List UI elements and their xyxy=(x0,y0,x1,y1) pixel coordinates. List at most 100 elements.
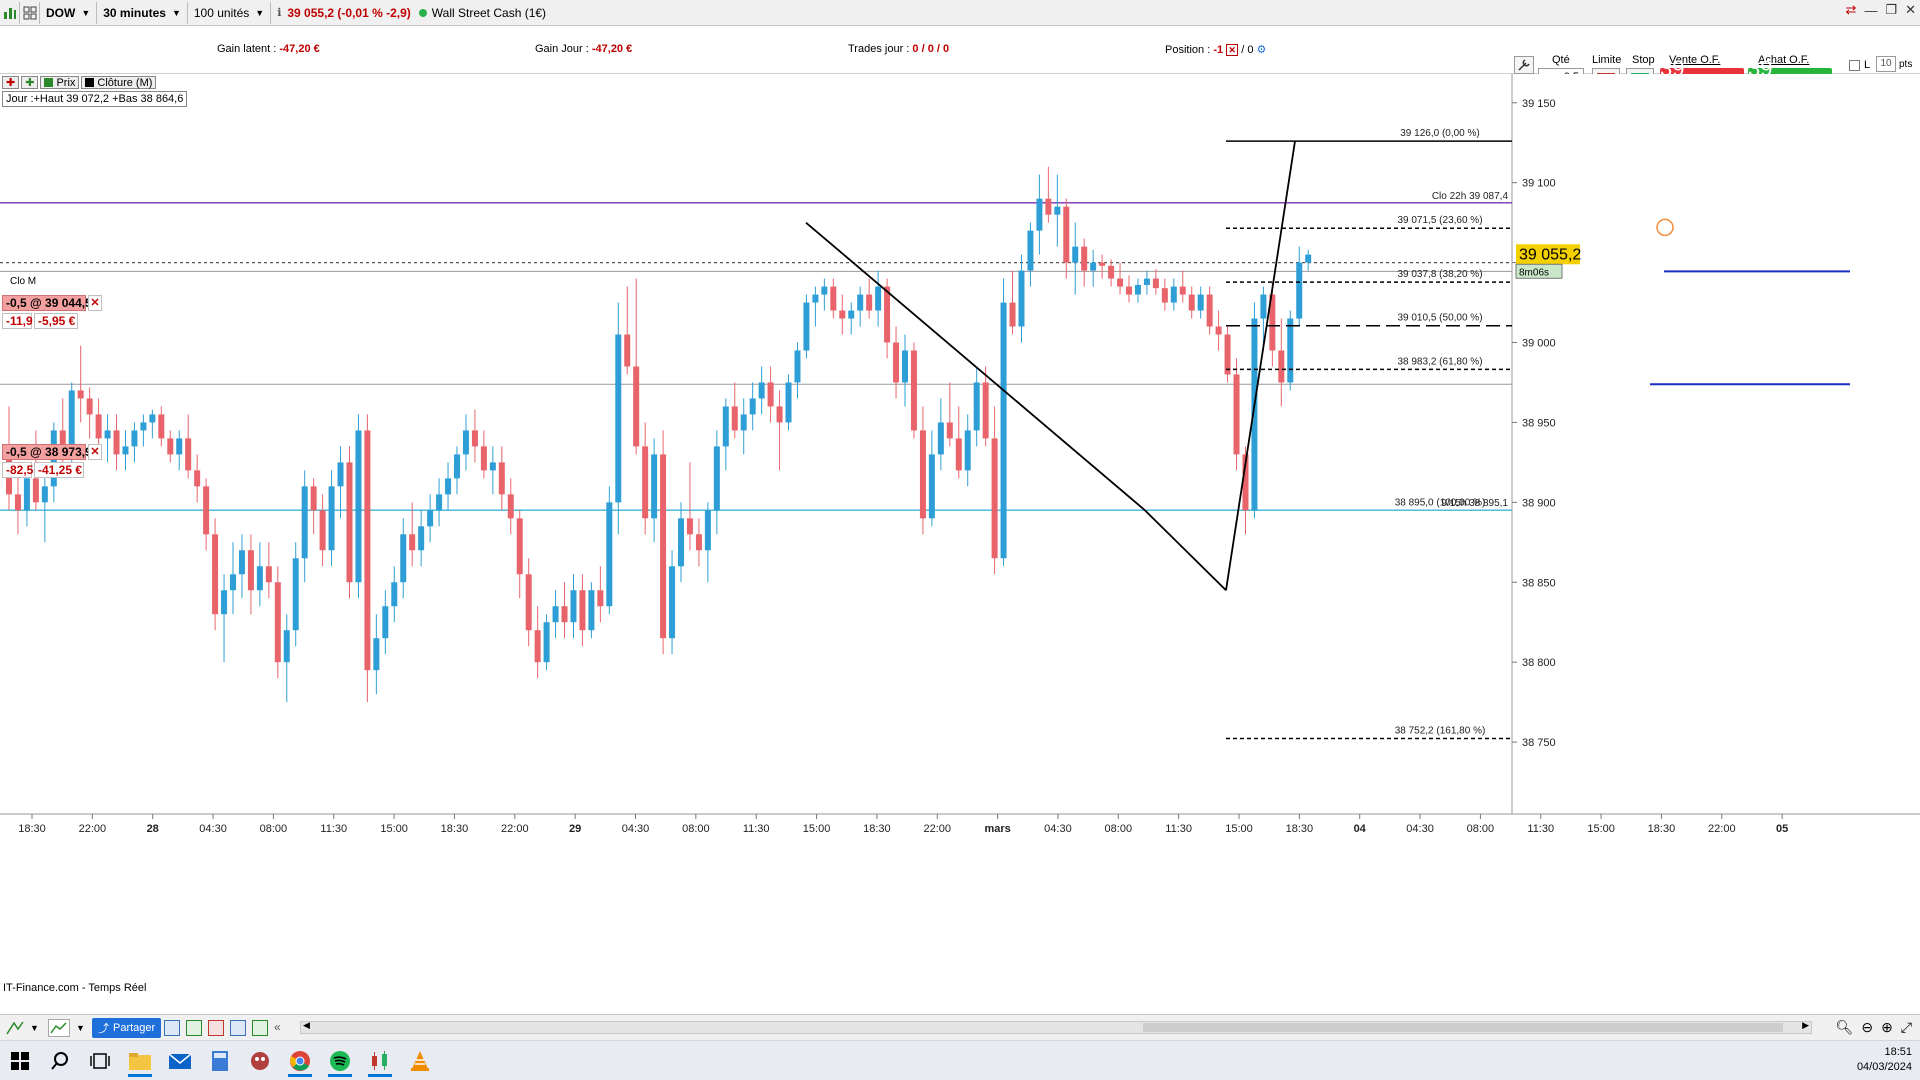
fib-label: 39 071,5 (23,60 %) xyxy=(1397,215,1482,226)
timeframe-selector[interactable]: 30 minutes ▼ xyxy=(97,1,188,24)
chevron-down-icon[interactable]: ▼ xyxy=(30,1023,39,1033)
candle-body xyxy=(498,462,505,495)
calculator-icon[interactable] xyxy=(200,1045,240,1077)
minimize-icon[interactable]: — xyxy=(1864,2,1878,18)
chart-type-icon[interactable] xyxy=(0,1,20,24)
trend-line xyxy=(805,221,1146,512)
task-view-icon[interactable] xyxy=(80,1045,120,1077)
scrollbar-thumb[interactable] xyxy=(1143,1023,1783,1032)
data-source-label: IT-Finance.com - Temps Réel xyxy=(3,982,147,994)
scroll-left-icon[interactable]: ◀ xyxy=(303,1020,310,1030)
status-dot-icon xyxy=(418,8,427,17)
candle-body xyxy=(14,494,21,511)
indicator-icon[interactable] xyxy=(48,1019,70,1037)
x-tick-label: 11:30 xyxy=(743,823,770,835)
scroll-right-icon[interactable]: ▶ xyxy=(1802,1020,1809,1030)
candle-body xyxy=(77,390,84,399)
close-icon[interactable]: ✕ xyxy=(1905,2,1916,17)
units-selector[interactable]: 100 unités ▼ xyxy=(188,1,272,24)
y-tick-label: 39 100 xyxy=(1522,178,1556,190)
info-icon[interactable]: ℹ xyxy=(277,7,282,19)
remove-indicator-icon[interactable]: ✚ xyxy=(2,76,20,89)
wrench-icon[interactable] xyxy=(1514,56,1534,74)
zoom-in-icon[interactable]: ⊕ xyxy=(1881,1019,1893,1035)
legend-close-label: Clôture (M) xyxy=(97,76,153,89)
candle-body xyxy=(686,518,693,535)
app-mascot-icon[interactable] xyxy=(240,1045,280,1077)
layers-icon[interactable] xyxy=(230,1020,246,1036)
draw-tool-icon[interactable] xyxy=(4,1019,26,1037)
candle-body xyxy=(346,462,353,583)
trades-jour: Trades jour : 0 / 0 / 0 xyxy=(848,43,949,55)
vlc-icon[interactable] xyxy=(400,1045,440,1077)
clock-date: 04/03/2024 xyxy=(1856,1061,1912,1073)
candle-body xyxy=(194,470,201,487)
candle-body xyxy=(328,486,335,551)
close-position-1-icon[interactable]: ✕ xyxy=(88,295,102,311)
candle-body xyxy=(1000,302,1007,559)
share-icon: ⤴ xyxy=(98,1023,109,1035)
share-button[interactable]: ⤴ Partager xyxy=(92,1018,162,1038)
legend-price[interactable]: Prix xyxy=(40,76,80,89)
search-icon[interactable] xyxy=(40,1045,80,1077)
compare-icon[interactable] xyxy=(186,1020,202,1036)
candle-body xyxy=(364,430,371,671)
add-indicator-icon[interactable]: ✚ xyxy=(21,76,39,89)
export-icon[interactable] xyxy=(252,1020,268,1036)
fullscreen-icon[interactable]: ⤢ xyxy=(1900,1019,1912,1035)
candle-body xyxy=(1296,262,1303,319)
file-explorer-icon[interactable] xyxy=(120,1045,160,1077)
collapse-icon[interactable]: « xyxy=(274,1020,281,1034)
candle-body xyxy=(23,478,30,511)
candle-body xyxy=(803,302,810,351)
candle-body xyxy=(391,582,398,607)
zoom-out-icon[interactable]: ⊖ xyxy=(1861,1019,1874,1035)
legend-close[interactable]: Clôture (M) xyxy=(81,76,157,89)
settings-icon[interactable]: ⚙ xyxy=(1256,44,1267,56)
horizontal-scrollbar[interactable]: ◀ ▶ xyxy=(300,1020,1812,1034)
sync-icon[interactable]: ⇄ xyxy=(1845,2,1857,17)
position-1-pts: -11,9 xyxy=(2,313,33,329)
countdown-tag xyxy=(1515,263,1563,279)
candle-body xyxy=(265,566,272,583)
candle-body xyxy=(1260,294,1267,319)
candle-body xyxy=(122,446,129,455)
restore-icon[interactable]: ❐ xyxy=(1885,2,1898,17)
candle-body xyxy=(973,382,980,431)
top-toolbar: DOW ▼ 30 minutes ▼ 100 unités ▼ ℹ 39 055… xyxy=(0,0,1920,26)
candle-body xyxy=(848,310,855,319)
close-position-icon[interactable]: ✕ xyxy=(1226,44,1239,56)
limit-checkbox[interactable] xyxy=(1849,60,1860,71)
buy-label: Achat O.F. xyxy=(1758,54,1810,66)
chevron-down-icon[interactable]: ▼ xyxy=(76,1023,85,1033)
close-position-2-icon[interactable]: ✕ xyxy=(88,444,102,460)
x-tick-label: 04:30 xyxy=(1406,823,1434,835)
candle-body xyxy=(1036,198,1043,231)
candle-body xyxy=(1090,262,1097,271)
candle-body xyxy=(1072,246,1079,263)
candle-body xyxy=(1063,206,1070,263)
template-icon[interactable] xyxy=(164,1020,180,1036)
gain-latent: Gain latent : -47,20 € xyxy=(217,43,320,55)
candle-body xyxy=(1045,198,1052,215)
x-tick-label: 18:30 xyxy=(863,823,891,835)
spotify-icon[interactable] xyxy=(320,1045,360,1077)
symbol-selector[interactable]: DOW ▼ xyxy=(40,1,98,24)
trading-app-icon[interactable] xyxy=(360,1045,400,1077)
grid-icon[interactable] xyxy=(20,1,40,24)
system-clock[interactable]: 18:51 04/03/2024 xyxy=(1857,1045,1912,1075)
gain-jour-label: Gain Jour : xyxy=(535,43,592,55)
candle-body xyxy=(731,406,738,431)
chrome-icon[interactable] xyxy=(280,1045,320,1077)
mail-icon[interactable] xyxy=(160,1045,200,1077)
windows-start-icon[interactable] xyxy=(0,1045,40,1077)
x-tick-label: 28 xyxy=(147,823,159,835)
candle-body xyxy=(937,422,944,455)
position-tag-1[interactable]: -0,5 @ 39 044,5 xyxy=(2,295,92,311)
position-tag-2[interactable]: -0,5 @ 38 973,9 xyxy=(2,444,92,460)
alerts-icon[interactable] xyxy=(208,1020,224,1036)
zoom-fit-icon[interactable]: 🔍︎ xyxy=(1835,1019,1854,1035)
l-points-input[interactable]: 10 xyxy=(1876,56,1896,72)
